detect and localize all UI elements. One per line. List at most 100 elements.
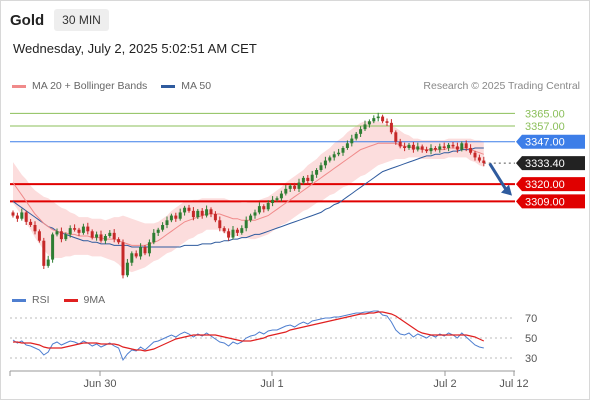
candle-body-63 bbox=[288, 185, 292, 189]
time-tick-label-3: Jul 12 bbox=[499, 378, 528, 390]
candle-body-81 bbox=[367, 121, 371, 125]
candle-body-42 bbox=[196, 210, 200, 218]
candle-body-58 bbox=[266, 203, 270, 210]
candle-body-70 bbox=[319, 165, 323, 170]
candle-body-105 bbox=[473, 152, 477, 158]
legend-swatch-rsi bbox=[12, 298, 26, 302]
candle-body-17 bbox=[86, 226, 90, 232]
time-tick-label-1: Jul 1 bbox=[260, 378, 283, 390]
candle-body-12 bbox=[64, 234, 68, 240]
candle-body-91 bbox=[411, 144, 415, 150]
candle-body-65 bbox=[297, 182, 301, 189]
candle-body-66 bbox=[301, 177, 305, 183]
candle-body-73 bbox=[332, 154, 336, 158]
datetime-stamp: Wednesday, July 2, 2025 5:02:51 AM CET bbox=[13, 41, 257, 56]
candle-body-25 bbox=[121, 242, 125, 276]
candle-body-2 bbox=[20, 212, 24, 219]
candle-body-94 bbox=[425, 149, 429, 152]
candle-body-50 bbox=[231, 229, 235, 238]
candle-body-83 bbox=[376, 116, 380, 119]
candle-body-61 bbox=[279, 193, 283, 199]
candle-body-26 bbox=[125, 262, 129, 276]
candle-body-11 bbox=[59, 231, 63, 240]
candle-body-7 bbox=[42, 240, 46, 266]
bollinger-band bbox=[13, 121, 484, 273]
candle-body-20 bbox=[99, 234, 103, 241]
candle-body-69 bbox=[315, 170, 319, 175]
level-label-1: 3357.00 bbox=[525, 121, 565, 133]
rsi-line bbox=[12, 310, 484, 362]
candle-body-57 bbox=[262, 206, 266, 210]
candle-body-34 bbox=[161, 225, 165, 230]
candle-body-4 bbox=[29, 221, 33, 225]
candle-body-8 bbox=[46, 259, 50, 266]
candle-body-39 bbox=[183, 207, 187, 213]
candle-body-92 bbox=[416, 146, 420, 150]
legend-swatch-ma50 bbox=[161, 84, 176, 88]
candle-body-72 bbox=[328, 157, 332, 161]
legend-label-9ma: 9MA bbox=[83, 294, 106, 306]
candle-body-10 bbox=[55, 231, 59, 235]
candle-body-21 bbox=[103, 236, 107, 241]
candle-body-49 bbox=[227, 231, 231, 238]
candle-body-44 bbox=[205, 209, 209, 216]
candle-body-35 bbox=[165, 220, 169, 225]
candle-body-60 bbox=[275, 198, 279, 200]
candle-body-67 bbox=[306, 177, 310, 181]
level-label-0: 3365.00 bbox=[525, 108, 565, 120]
legend-swatch-9ma bbox=[63, 298, 78, 302]
level-tag-3 bbox=[516, 156, 585, 171]
candle-body-28 bbox=[134, 253, 138, 257]
rsi-legend: RSI 9MA bbox=[12, 294, 105, 306]
candle-body-86 bbox=[389, 122, 393, 133]
research-credit: Research © 2025 Trading Central bbox=[423, 80, 580, 92]
candle-body-19 bbox=[95, 234, 99, 238]
candle-body-68 bbox=[310, 174, 314, 181]
candle-body-90 bbox=[407, 144, 411, 148]
candle-body-15 bbox=[77, 229, 81, 233]
timeframe-selector[interactable]: 30 MIN bbox=[54, 9, 109, 31]
candle-body-5 bbox=[33, 225, 37, 232]
rsi-tick-label-50: 50 bbox=[525, 333, 537, 345]
candle-body-93 bbox=[420, 146, 424, 150]
rsi-9ma-line bbox=[13, 311, 485, 352]
legend-item-ma20-bb: MA 20 + Bollinger Bands bbox=[12, 80, 147, 92]
candle-body-101 bbox=[455, 146, 459, 150]
candle-body-43 bbox=[200, 210, 204, 216]
candle-body-84 bbox=[381, 116, 385, 122]
candle-body-0 bbox=[11, 212, 15, 216]
time-tick-label-0: Jun 30 bbox=[83, 378, 116, 390]
level-tag-4 bbox=[516, 177, 585, 192]
candle-body-85 bbox=[385, 121, 389, 123]
symbol-title: Gold bbox=[10, 11, 45, 29]
candle-body-13 bbox=[68, 228, 72, 235]
candle-body-46 bbox=[213, 214, 217, 221]
candle-body-16 bbox=[81, 226, 85, 233]
candle-body-89 bbox=[403, 146, 407, 148]
rsi-tick-label-30: 30 bbox=[525, 353, 537, 365]
header: Gold 30 MIN bbox=[10, 8, 109, 32]
candle-body-51 bbox=[235, 229, 239, 233]
candle-body-18 bbox=[90, 231, 94, 238]
candle-body-102 bbox=[460, 143, 464, 150]
candle-body-22 bbox=[108, 232, 112, 236]
candle-body-97 bbox=[438, 146, 442, 150]
forecast-arrow-shaft bbox=[488, 162, 508, 191]
legend-label-rsi: RSI bbox=[32, 294, 50, 306]
candle-body-47 bbox=[218, 220, 222, 229]
level-label-4: 3320.00 bbox=[525, 179, 565, 191]
candle-body-106 bbox=[477, 157, 481, 161]
candle-body-59 bbox=[271, 199, 275, 203]
candle-body-27 bbox=[130, 253, 134, 263]
candle-body-24 bbox=[117, 239, 121, 243]
candle-body-33 bbox=[156, 229, 160, 233]
candle-body-88 bbox=[398, 141, 402, 147]
candle-body-96 bbox=[433, 148, 437, 150]
candle-body-76 bbox=[345, 143, 349, 148]
candle-body-80 bbox=[363, 124, 367, 130]
candle-body-29 bbox=[139, 247, 143, 257]
candle-body-100 bbox=[451, 144, 455, 147]
candle-body-77 bbox=[350, 138, 354, 144]
candle-body-45 bbox=[209, 209, 213, 214]
candle-body-87 bbox=[394, 132, 398, 142]
